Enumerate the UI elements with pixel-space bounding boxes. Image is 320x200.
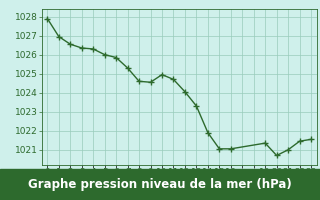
Text: Graphe pression niveau de la mer (hPa): Graphe pression niveau de la mer (hPa)	[28, 178, 292, 191]
